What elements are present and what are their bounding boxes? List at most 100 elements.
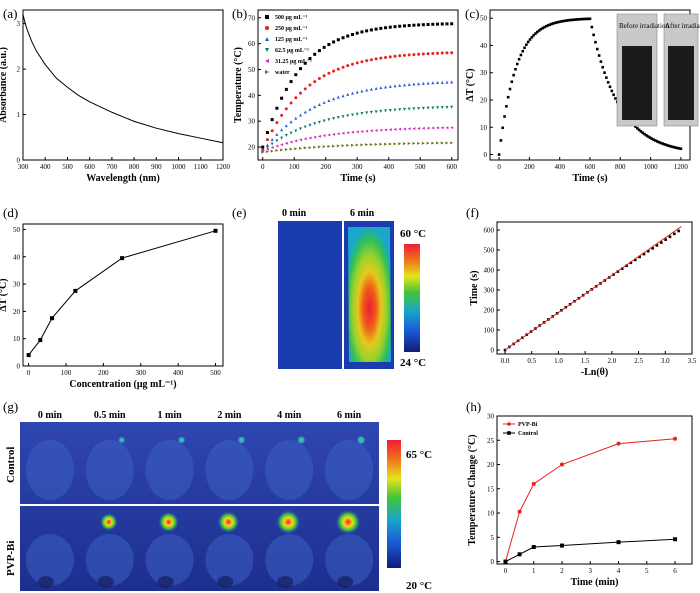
data-point — [289, 147, 293, 151]
x-tick-label: 500 — [210, 369, 221, 377]
data-point — [332, 69, 336, 73]
y-tick-label: 30 — [13, 281, 21, 289]
data-point — [294, 73, 298, 77]
data-point — [577, 18, 581, 21]
data-point — [643, 132, 646, 136]
x-tick-label: 5 — [645, 567, 649, 575]
data-point — [265, 143, 269, 147]
data-point — [393, 54, 397, 58]
data-point — [284, 134, 288, 138]
data-point — [677, 147, 681, 150]
data-point — [360, 60, 364, 64]
data-point — [308, 107, 312, 111]
y-tick-label: 1 — [17, 111, 21, 119]
data-point — [322, 100, 326, 104]
data-point — [270, 118, 274, 122]
y-tick-label: 20 — [248, 144, 256, 152]
data-point — [365, 29, 369, 33]
mouse-shadow — [337, 576, 354, 588]
data-point — [365, 111, 369, 115]
x-axis-label: Wavelength (nm) — [86, 173, 160, 184]
x-tick-label: 1200 — [216, 163, 231, 171]
row-label-control: Control — [5, 447, 17, 483]
x-tick-label: 600 — [585, 163, 596, 171]
data-point — [303, 137, 307, 141]
data-point — [675, 146, 679, 150]
data-point — [355, 31, 359, 35]
data-point — [284, 124, 288, 128]
data-point — [322, 119, 326, 123]
x-tick-label: 400 — [173, 369, 184, 377]
data-point — [614, 97, 617, 100]
mouse-body — [85, 534, 134, 586]
data-point — [402, 53, 406, 57]
data-point — [346, 131, 350, 135]
y-tick-label: 30 — [248, 118, 256, 126]
mouse-body — [25, 534, 74, 586]
data-point — [657, 140, 661, 144]
data-point — [412, 23, 416, 27]
data-point — [570, 18, 574, 22]
data-point — [620, 267, 624, 270]
data-point — [369, 28, 373, 32]
data-point — [388, 25, 392, 29]
vial-inset: Before irradiation After irradiation — [616, 13, 700, 127]
data-point — [594, 40, 597, 44]
y-axis-label: ΔT (°C) — [0, 278, 9, 311]
data-point — [336, 67, 340, 71]
panel-label-g: (g) — [3, 399, 18, 414]
data-point — [360, 129, 364, 133]
thermal-image-0min — [278, 221, 342, 369]
data-point — [436, 126, 440, 130]
data-point — [431, 126, 435, 130]
data-point — [379, 56, 383, 60]
data-point — [436, 141, 440, 145]
mouse-shadow — [157, 576, 174, 588]
x-axis-label: Time (s) — [340, 173, 375, 184]
data-point — [655, 244, 659, 247]
data-point — [666, 144, 670, 147]
data-point — [638, 255, 641, 259]
mouse-scale-min: 20 °C — [406, 580, 432, 592]
data-point — [270, 149, 274, 153]
data-point — [289, 120, 293, 124]
data-point — [590, 25, 594, 29]
data-point — [261, 150, 265, 154]
data-point — [398, 83, 402, 87]
data-point — [317, 120, 321, 124]
heat-spot — [237, 435, 246, 445]
data-point — [384, 142, 388, 146]
data-point — [350, 32, 354, 36]
data-point — [327, 43, 331, 47]
data-point — [674, 146, 677, 149]
data-point — [539, 27, 543, 31]
mouse-body — [25, 440, 74, 500]
data-point — [289, 80, 293, 84]
mouse-body — [145, 440, 194, 500]
data-point — [672, 145, 675, 149]
data-point — [317, 102, 321, 106]
data-point — [336, 116, 340, 120]
data-point — [346, 64, 350, 68]
x-tick-label: 1000 — [172, 163, 187, 171]
data-point — [530, 36, 534, 39]
x-axis-label: Time (s) — [572, 173, 607, 184]
y-tick-label: 0 — [17, 363, 21, 371]
data-point — [572, 18, 575, 22]
x-tick-label: 100 — [289, 163, 300, 171]
data-point — [501, 126, 505, 130]
x-tick-label: 3.5 — [688, 357, 697, 365]
x-tick-label: 800 — [615, 163, 626, 171]
data-point — [597, 54, 601, 57]
data-point — [436, 51, 440, 55]
data-point — [608, 85, 612, 89]
data-point — [308, 136, 312, 140]
data-point — [407, 53, 411, 57]
data-point — [421, 23, 425, 27]
data-point — [651, 247, 654, 250]
y-tick-label: 40 — [248, 92, 256, 100]
mouse-row-labels: Control PVP-Bi — [5, 447, 17, 576]
data-point — [417, 141, 421, 145]
data-point — [280, 136, 284, 140]
data-point — [341, 144, 345, 148]
